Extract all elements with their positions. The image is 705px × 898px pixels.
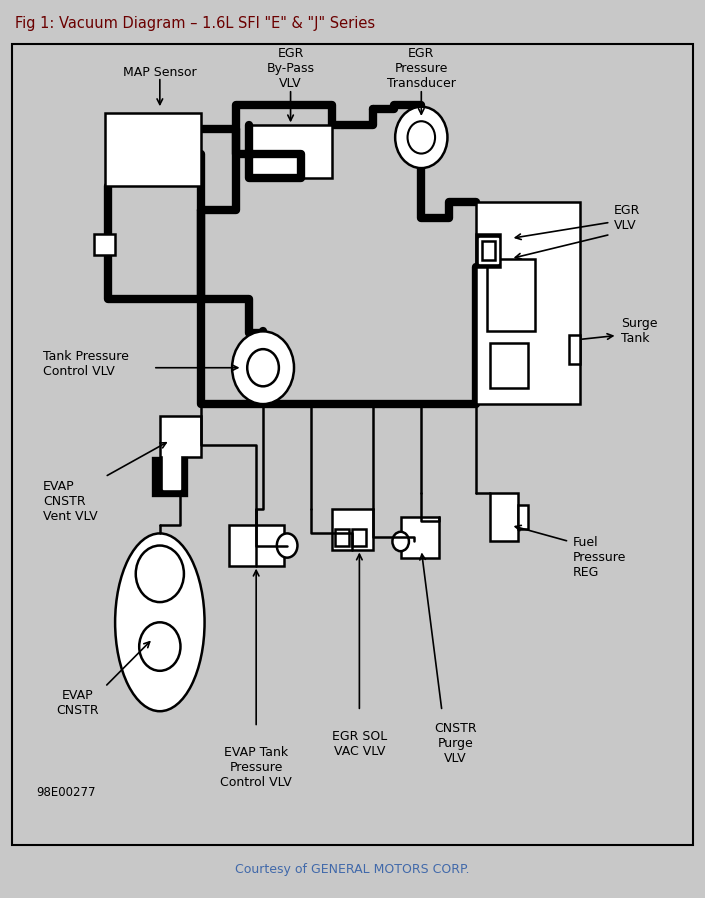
Bar (157, 461, 184, 493)
Text: Courtesy of GENERAL MOTORS CORP.: Courtesy of GENERAL MOTORS CORP. (235, 863, 470, 876)
Circle shape (232, 331, 294, 404)
Ellipse shape (115, 533, 204, 711)
Circle shape (277, 533, 298, 558)
Circle shape (396, 107, 448, 168)
Bar (569, 335, 580, 364)
Bar (94, 234, 115, 255)
Bar (160, 417, 201, 456)
Bar (352, 530, 367, 545)
Bar (482, 241, 495, 260)
Circle shape (139, 622, 180, 671)
Bar (228, 525, 283, 566)
Bar (332, 509, 373, 550)
Text: EGR SOL
VAC VLV: EGR SOL VAC VLV (332, 729, 387, 758)
Bar (164, 453, 180, 489)
Text: EGR
By-Pass
VLV: EGR By-Pass VLV (266, 48, 314, 90)
Text: CNSTR
Purge
VLV: CNSTR Purge VLV (434, 722, 477, 765)
Text: EVAP
CNSTR: EVAP CNSTR (56, 689, 99, 718)
Circle shape (407, 121, 435, 154)
Bar (477, 234, 501, 267)
Bar (517, 505, 528, 530)
Bar (400, 517, 439, 558)
Text: Fuel
Pressure
REG: Fuel Pressure REG (572, 536, 626, 579)
Bar (477, 202, 580, 404)
Text: EVAP
CNSTR
Vent VLV: EVAP CNSTR Vent VLV (43, 480, 97, 523)
Bar (486, 259, 535, 331)
Bar (490, 493, 517, 541)
Text: Surge
Tank: Surge Tank (621, 317, 657, 346)
Bar (336, 530, 349, 545)
Text: MAP Sensor: MAP Sensor (123, 66, 197, 79)
Bar (105, 113, 201, 186)
Text: Fig 1: Vacuum Diagram – 1.6L SFI "E" & "J" Series: Fig 1: Vacuum Diagram – 1.6L SFI "E" & "… (16, 16, 376, 31)
Bar (490, 344, 528, 388)
Text: Tank Pressure
Control VLV: Tank Pressure Control VLV (43, 349, 129, 378)
Text: EGR
Pressure
Transducer: EGR Pressure Transducer (387, 48, 455, 90)
Bar (479, 238, 498, 263)
Bar (250, 125, 332, 178)
Circle shape (393, 532, 409, 551)
Text: EGR
VLV: EGR VLV (614, 204, 640, 233)
Circle shape (136, 546, 184, 602)
Text: 98E00277: 98E00277 (36, 786, 95, 798)
Text: EVAP Tank
Pressure
Control VLV: EVAP Tank Pressure Control VLV (220, 746, 292, 789)
Circle shape (247, 349, 279, 386)
